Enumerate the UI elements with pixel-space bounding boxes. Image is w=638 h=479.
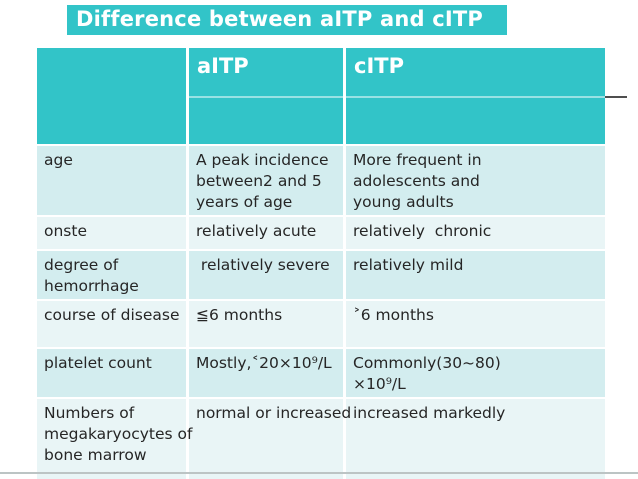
row-label-cell: onste	[37, 215, 186, 249]
aitp-cell: normal or increased	[186, 397, 351, 479]
aitp-cell: ≦6 months	[186, 299, 343, 347]
slide-title: Difference between aITP and cITP	[76, 7, 484, 31]
citp-cell: Commonly(30~80) ×10⁹/L	[343, 347, 605, 397]
row-course-of-disease: course of disease ≦6 months ˃6 months	[37, 299, 605, 347]
row-label-cell: Numbers of megakaryocytes of bone marrow	[37, 397, 192, 479]
row-onset: onste relatively acute relatively chroni…	[37, 215, 605, 249]
bottom-divider-line	[0, 472, 638, 474]
aitp-cell: relatively severe	[186, 249, 343, 299]
comparison-table: aITP cITP age A peak incidence between2 …	[37, 48, 605, 479]
row-age: age A peak incidence between2 and 5 year…	[37, 144, 605, 215]
header-divider-line	[346, 96, 605, 98]
citp-cell: relatively chronic	[343, 215, 605, 249]
citp-cell: increased markedly	[343, 397, 605, 479]
aitp-cell: Mostly,˂20×10⁹/L	[186, 347, 343, 397]
citp-cell: More frequent in adolescents and young a…	[343, 144, 605, 215]
row-degree-of-hemorrhage: degree of hemorrhage relatively severe r…	[37, 249, 605, 299]
row-label-cell: degree of hemorrhage	[37, 249, 186, 299]
comparison-table-wrap: aITP cITP age A peak incidence between2 …	[37, 48, 605, 479]
header-cell-empty	[37, 48, 186, 144]
header-cell-aitp: aITP	[186, 48, 343, 144]
row-platelet-count: platelet count Mostly,˂20×10⁹/L Commonly…	[37, 347, 605, 397]
header-divider-line	[189, 96, 343, 98]
row-label-cell: course of disease	[37, 299, 186, 347]
row-label-cell: platelet count	[37, 347, 186, 397]
table-header-row: aITP cITP	[37, 48, 605, 144]
header-cell-citp: cITP	[343, 48, 605, 144]
header-label-citp: cITP	[354, 54, 404, 78]
aitp-cell: relatively acute	[186, 215, 343, 249]
citp-cell: ˃6 months	[343, 299, 605, 347]
aitp-cell: A peak incidence between2 and 5 years of…	[186, 144, 343, 215]
header-label-aitp: aITP	[197, 54, 249, 78]
slide-title-bar: Difference between aITP and cITP	[67, 5, 507, 35]
row-megakaryocytes: Numbers of megakaryocytes of bone marrow…	[37, 397, 605, 479]
citp-cell: relatively mild	[343, 249, 605, 299]
row-label-cell: age	[37, 144, 186, 215]
right-dash-line	[605, 96, 627, 98]
